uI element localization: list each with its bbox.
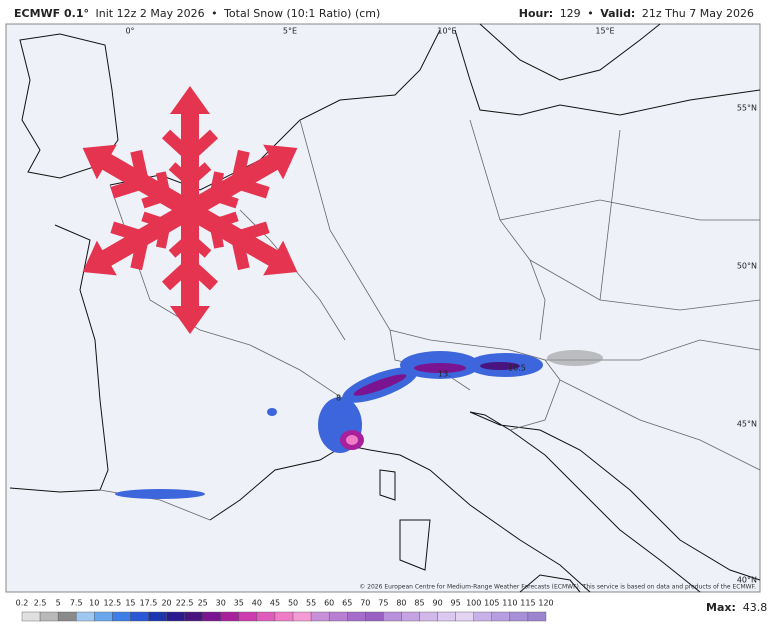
colorbar-label: 85 (414, 599, 424, 608)
colorbar-swatch (76, 611, 95, 622)
colorbar-label: 115 (520, 599, 535, 608)
colorbar-label: 17.5 (140, 599, 158, 608)
max: Max: 43.8 (706, 601, 767, 614)
colorbar-label: 110 (502, 599, 517, 608)
colorbar-label: 100 (466, 599, 481, 608)
product: Total Snow (10:1 Ratio) (cm) (223, 7, 380, 20)
colorbar-swatch (347, 611, 366, 622)
colorbar-swatch (328, 611, 348, 622)
header-left: ECMWF 0.1° Init 12z 2 May 2026 • Total S… (14, 7, 380, 20)
colorbar-swatch (437, 611, 456, 622)
lat-label: 55°N (737, 104, 757, 113)
colorbar-swatch (238, 611, 258, 622)
colorbar-label: 7.5 (70, 599, 83, 608)
colorbar-swatch (491, 611, 511, 622)
colorbar-label: 55 (306, 599, 316, 608)
map: 0° 5°E 10°E 15°E 55°N 50°N 45°N 40°N 13.… (5, 23, 761, 593)
valid-label: Valid: (600, 7, 635, 20)
colorbar-label: 105 (484, 599, 499, 608)
colorbar-label: 120 (538, 599, 553, 608)
init: Init 12z 2 May 2026 (96, 7, 205, 20)
colorbar-swatch (401, 611, 420, 622)
colorbar-label: 45 (270, 599, 280, 608)
colorbar-swatch (256, 611, 276, 622)
sep: • (211, 7, 218, 20)
colorbar-label: 25 (198, 599, 208, 608)
lon-label: 0° (125, 27, 134, 36)
valid: 21z Thu 7 May 2026 (642, 7, 754, 20)
colorbar-swatch (112, 611, 131, 622)
colorbar-swatch (148, 611, 167, 622)
colorbar-swatch (292, 611, 312, 622)
colorbar-swatch (509, 611, 529, 622)
lon-label: 10°E (437, 27, 456, 36)
colorbar-swatch (310, 611, 330, 622)
colorbar-label: 5 (56, 599, 61, 608)
colorbar-label: 70 (360, 599, 370, 608)
colorbar-label: 95 (451, 599, 461, 608)
colorbar-swatch (383, 611, 402, 622)
lat-label: 50°N (737, 262, 757, 271)
hour-label: Hour: (519, 7, 553, 20)
colorbar-swatch (455, 611, 474, 622)
coastline (9, 224, 109, 493)
lon-label: 5°E (283, 27, 297, 36)
colorbar-swatch (220, 611, 240, 622)
credit: © 2026 European Centre for Medium-Range … (359, 584, 756, 591)
colorbar-label: 40 (252, 599, 262, 608)
model: ECMWF 0.1° (14, 7, 89, 20)
coastline (209, 444, 591, 593)
colorbar-swatch (202, 611, 221, 622)
coastline (379, 469, 581, 593)
max-label: Max: (706, 601, 736, 614)
value-label: 10.5 (508, 364, 526, 373)
lat-label: 40°N (737, 576, 757, 585)
value-label: 8 (336, 394, 341, 403)
colorbar-swatch (365, 611, 384, 622)
header-right: Hour: 129 • Valid: 21z Thu 7 May 2026 (519, 7, 754, 20)
coastline (479, 23, 661, 81)
colorbar-label: 90 (432, 599, 442, 608)
colorbar-swatch (274, 611, 294, 622)
colorbar-swatch (130, 611, 149, 622)
colorbar-swatch (184, 611, 203, 622)
colorbar-label: 0.2 (16, 599, 29, 608)
max-value: 43.8 (743, 601, 768, 614)
colorbar-label: 10 (89, 599, 99, 608)
colorbar-label: 65 (342, 599, 352, 608)
colorbar-label: 15 (125, 599, 135, 608)
colorbar: 0.2 2.5 5 7.5 10 12.5 15 17.5 20 22.5 25 30 35 40 45 50… (16, 599, 554, 622)
colorbar-swatch (473, 611, 492, 622)
snow-areas (115, 350, 603, 499)
colorbar-swatch (419, 611, 438, 622)
colorbar-label: 20 (161, 599, 171, 608)
colorbar-swatch (527, 611, 547, 622)
value-label: 13. (438, 370, 451, 379)
colorbar-swatch (166, 611, 185, 622)
colorbar-label: 75 (378, 599, 388, 608)
colorbar-label: 80 (396, 599, 406, 608)
colorbar-swatch (21, 611, 41, 622)
colorbar-label: 12.5 (103, 599, 121, 608)
coastline (19, 33, 119, 179)
colorbar-label: 50 (288, 599, 298, 608)
lon-label: 15°E (595, 27, 614, 36)
colorbar-swatch (39, 611, 59, 622)
lat-label: 45°N (737, 420, 757, 429)
colorbar-label: 30 (216, 599, 226, 608)
coastline (469, 411, 761, 593)
colorbar-swatch (94, 611, 113, 622)
colorbar-swatch (57, 611, 77, 622)
hour: 129 (560, 7, 581, 20)
colorbar-label: 2.5 (34, 599, 47, 608)
colorbar-label: 22.5 (176, 599, 194, 608)
sep: • (587, 7, 594, 20)
colorbar-label: 35 (234, 599, 244, 608)
colorbar-label: 60 (324, 599, 334, 608)
